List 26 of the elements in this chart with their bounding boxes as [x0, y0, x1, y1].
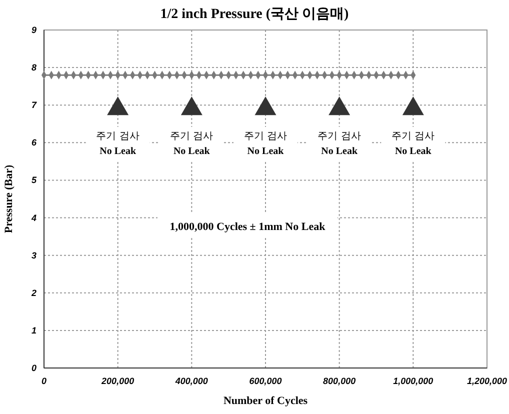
x-tick-label: 400,000: [174, 376, 208, 386]
y-tick-label: 3: [31, 250, 37, 260]
y-axis-title: Pressure (Bar): [3, 164, 15, 234]
x-tick-label: 1,200,000: [466, 376, 508, 386]
chart-title: 1/2 inch Pressure (국산 이음매): [160, 7, 350, 22]
y-tick-label: 1: [31, 325, 37, 336]
x-tick-label: 200,000: [100, 376, 134, 386]
y-tick-label: 2: [30, 288, 37, 298]
y-tick-label: 5: [31, 175, 38, 186]
x-tick-label: 1,000,000: [393, 376, 434, 386]
x-tick-label: 0: [41, 376, 47, 386]
annotation: 주기 검사 No Leak: [244, 130, 288, 157]
y-tick-label: 9: [31, 25, 37, 35]
y-tick-label: 6: [31, 138, 38, 148]
y-tick-label: 0: [31, 363, 37, 373]
y-tick-label: 7: [31, 100, 38, 110]
y-tick-label: 8: [31, 62, 37, 73]
annotation: 주기 검사 No Leak: [318, 130, 361, 157]
annotation: 주기 검사 No Leak: [392, 130, 435, 157]
annotation: 주기 검사 No Leak: [170, 130, 214, 157]
annotation: 1,000,000 Cycles ± 1mm No Leak: [170, 221, 326, 234]
x-tick-label: 800,000: [323, 376, 356, 386]
annotation: 주기 검사 No Leak: [96, 130, 140, 157]
x-tick-label: 600,000: [249, 376, 282, 386]
x-axis-title: Number of Cycles: [223, 395, 308, 407]
y-tick-label: 4: [30, 212, 37, 223]
